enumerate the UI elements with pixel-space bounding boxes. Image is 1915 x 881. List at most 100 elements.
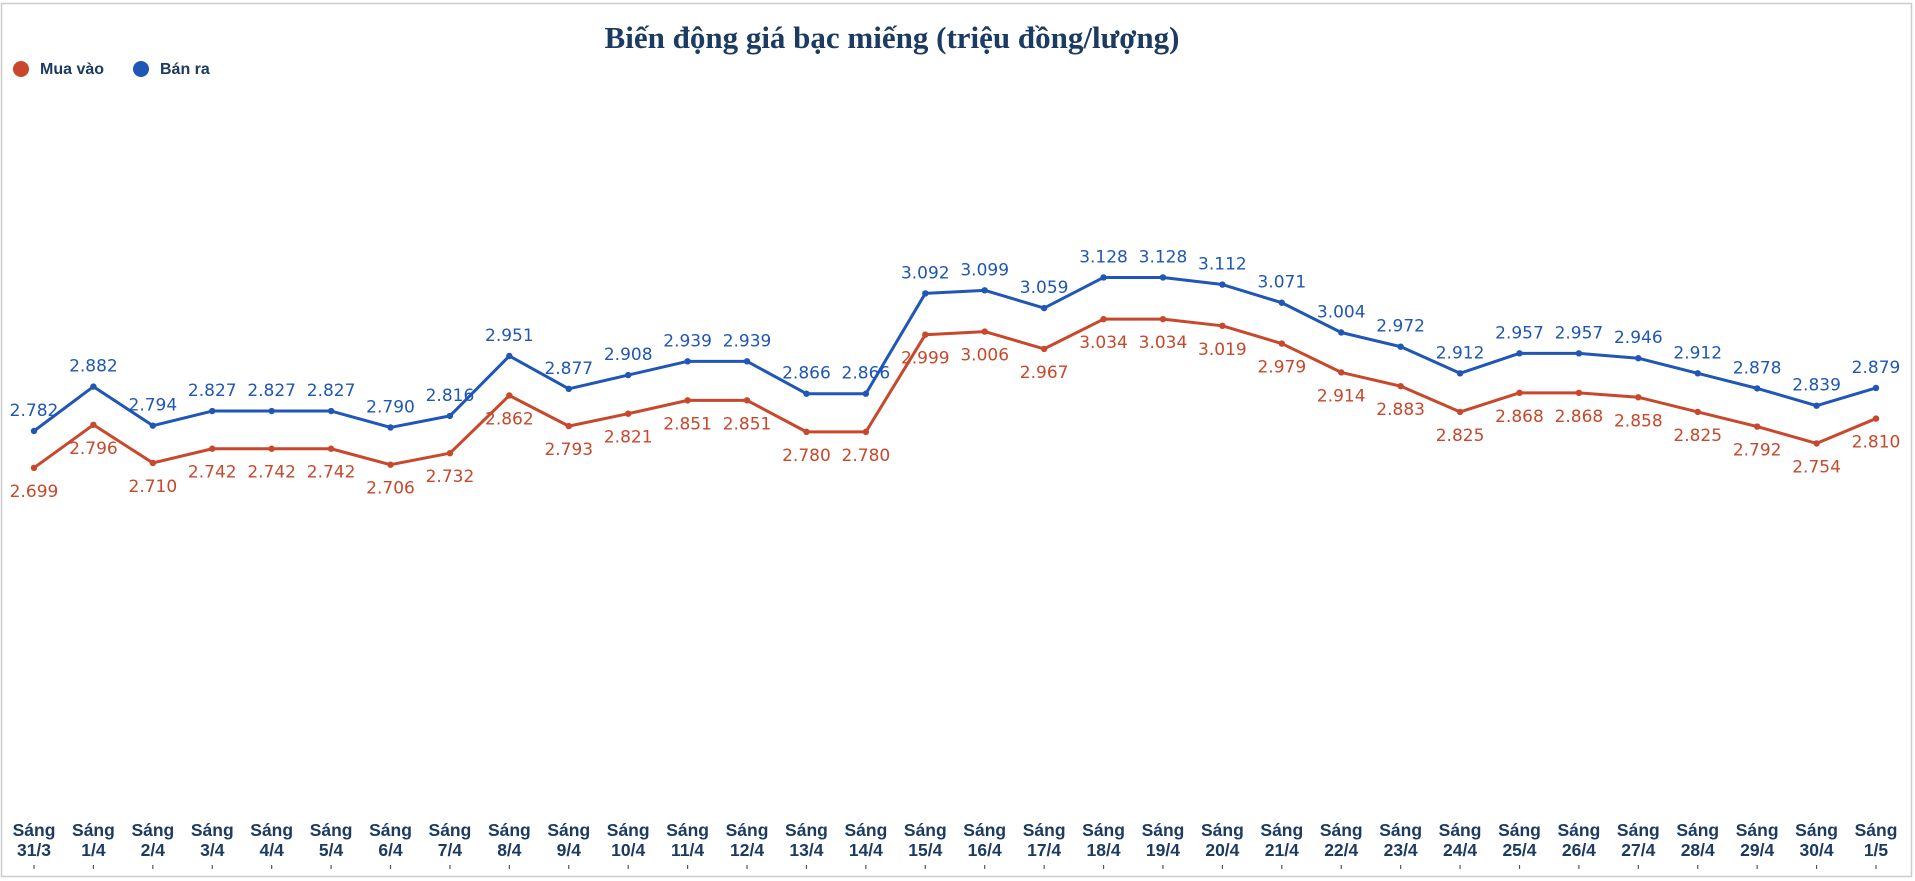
data-label: 2.882 <box>69 357 118 377</box>
x-tick-label: Sáng 19/4 <box>1142 820 1185 860</box>
data-point <box>1278 299 1286 306</box>
data-point <box>981 328 988 335</box>
data-label: 2.972 <box>1376 317 1425 337</box>
data-point <box>1635 394 1642 401</box>
chart-title: Biến động giá bạc miếng (triệu đồng/lượn… <box>605 20 1180 55</box>
x-tick-label: Sáng 7/4 <box>429 820 472 860</box>
data-label: 2.827 <box>188 381 237 401</box>
data-point <box>1278 340 1286 347</box>
data-point <box>922 331 929 338</box>
data-point <box>684 397 691 404</box>
data-label: 3.071 <box>1257 273 1306 293</box>
data-label: 2.827 <box>307 381 356 401</box>
data-label: 2.710 <box>129 477 178 497</box>
data-point <box>624 371 632 379</box>
data-point <box>1100 315 1107 323</box>
data-label: 2.912 <box>1673 343 1722 363</box>
data-point <box>1040 345 1048 353</box>
data-point <box>1159 274 1167 281</box>
data-label: 2.782 <box>10 401 59 421</box>
x-tick-label: Sáng 24/4 <box>1439 820 1482 860</box>
data-label: 3.112 <box>1198 255 1247 275</box>
data-label: 2.825 <box>1673 426 1722 446</box>
data-point <box>1219 281 1226 288</box>
data-label: 2.967 <box>1020 363 1069 383</box>
data-label: 3.092 <box>901 263 950 283</box>
x-tick-label: Sáng 14/4 <box>844 820 887 860</box>
data-point <box>268 445 275 452</box>
data-point <box>90 421 97 428</box>
data-label: 2.914 <box>1317 386 1366 406</box>
x-tick-label: Sáng 11/4 <box>666 820 709 860</box>
x-tick-label: Sáng 17/4 <box>1023 820 1066 860</box>
data-point <box>1575 389 1583 397</box>
data-label: 2.754 <box>1792 457 1841 477</box>
data-point <box>1100 274 1107 281</box>
data-label: 2.868 <box>1555 407 1604 427</box>
data-label: 2.793 <box>544 440 593 460</box>
data-point <box>387 424 394 431</box>
data-point <box>743 358 751 365</box>
x-tick-label: Sáng 12/4 <box>726 820 769 860</box>
data-label: 2.878 <box>1733 358 1782 378</box>
data-label: 3.128 <box>1139 247 1188 267</box>
data-point <box>209 445 216 452</box>
series-line <box>32 275 1878 433</box>
data-point <box>446 449 454 457</box>
data-point <box>387 461 394 468</box>
data-point <box>1813 402 1820 409</box>
data-point <box>209 407 216 415</box>
series-ban-ra: 2.782 2.882 2.794 2.827 2.827 2.827 2.790 2.816… <box>10 247 1900 435</box>
data-label: 2.957 <box>1555 323 1604 343</box>
data-point <box>1338 369 1345 376</box>
data-label: 2.699 <box>10 482 59 502</box>
data-point <box>506 352 513 360</box>
x-tick-label: Sáng 31/3 <box>13 820 56 860</box>
data-point <box>30 427 38 435</box>
x-tick-label: Sáng 28/4 <box>1676 820 1719 860</box>
data-point <box>327 445 335 452</box>
data-label: 2.732 <box>426 467 475 487</box>
x-tick-label: Sáng 22/4 <box>1320 820 1363 860</box>
data-label: 3.128 <box>1079 247 1128 267</box>
data-label: 2.877 <box>544 359 593 379</box>
data-label: 2.810 <box>1852 433 1901 453</box>
data-label: 2.912 <box>1436 343 1485 363</box>
data-point <box>149 459 157 467</box>
data-label: 2.866 <box>782 364 831 384</box>
data-label: 2.792 <box>1733 441 1782 461</box>
data-point <box>743 397 751 404</box>
x-tick-label: Sáng 26/4 <box>1558 820 1601 860</box>
data-label: 2.866 <box>842 364 891 384</box>
data-point <box>862 428 870 436</box>
data-point <box>1753 385 1761 392</box>
x-tick-label: Sáng 6/4 <box>369 820 412 860</box>
data-point <box>1872 384 1880 392</box>
data-point <box>1456 408 1464 416</box>
data-label: 2.825 <box>1436 426 1485 446</box>
data-point <box>1456 370 1464 377</box>
data-label: 3.034 <box>1139 333 1188 353</box>
x-tick-label: Sáng 30/4 <box>1795 820 1838 860</box>
x-tick-label: Sáng 27/4 <box>1617 820 1660 860</box>
data-point <box>1813 440 1820 447</box>
data-label: 2.999 <box>901 349 950 369</box>
data-label: 3.006 <box>960 346 1009 366</box>
x-tick-label: Sáng 25/4 <box>1498 820 1541 860</box>
data-label: 2.957 <box>1495 323 1544 343</box>
data-label: 3.004 <box>1317 302 1366 322</box>
data-label: 3.099 <box>960 260 1009 280</box>
x-tick-label: Sáng 20/4 <box>1201 820 1244 860</box>
data-label: 2.796 <box>69 439 118 459</box>
data-label: 2.951 <box>485 326 534 346</box>
legend-label-mua-vao: Mua vào <box>40 61 104 78</box>
data-label: 2.979 <box>1257 358 1306 378</box>
x-tick-label: Sáng 1/4 <box>72 820 115 860</box>
data-point <box>981 287 988 294</box>
data-point <box>565 422 572 430</box>
data-point <box>90 383 97 390</box>
legend-label-ban-ra: Bán ra <box>160 61 210 78</box>
x-tick-label: Sáng 16/4 <box>963 820 1006 860</box>
